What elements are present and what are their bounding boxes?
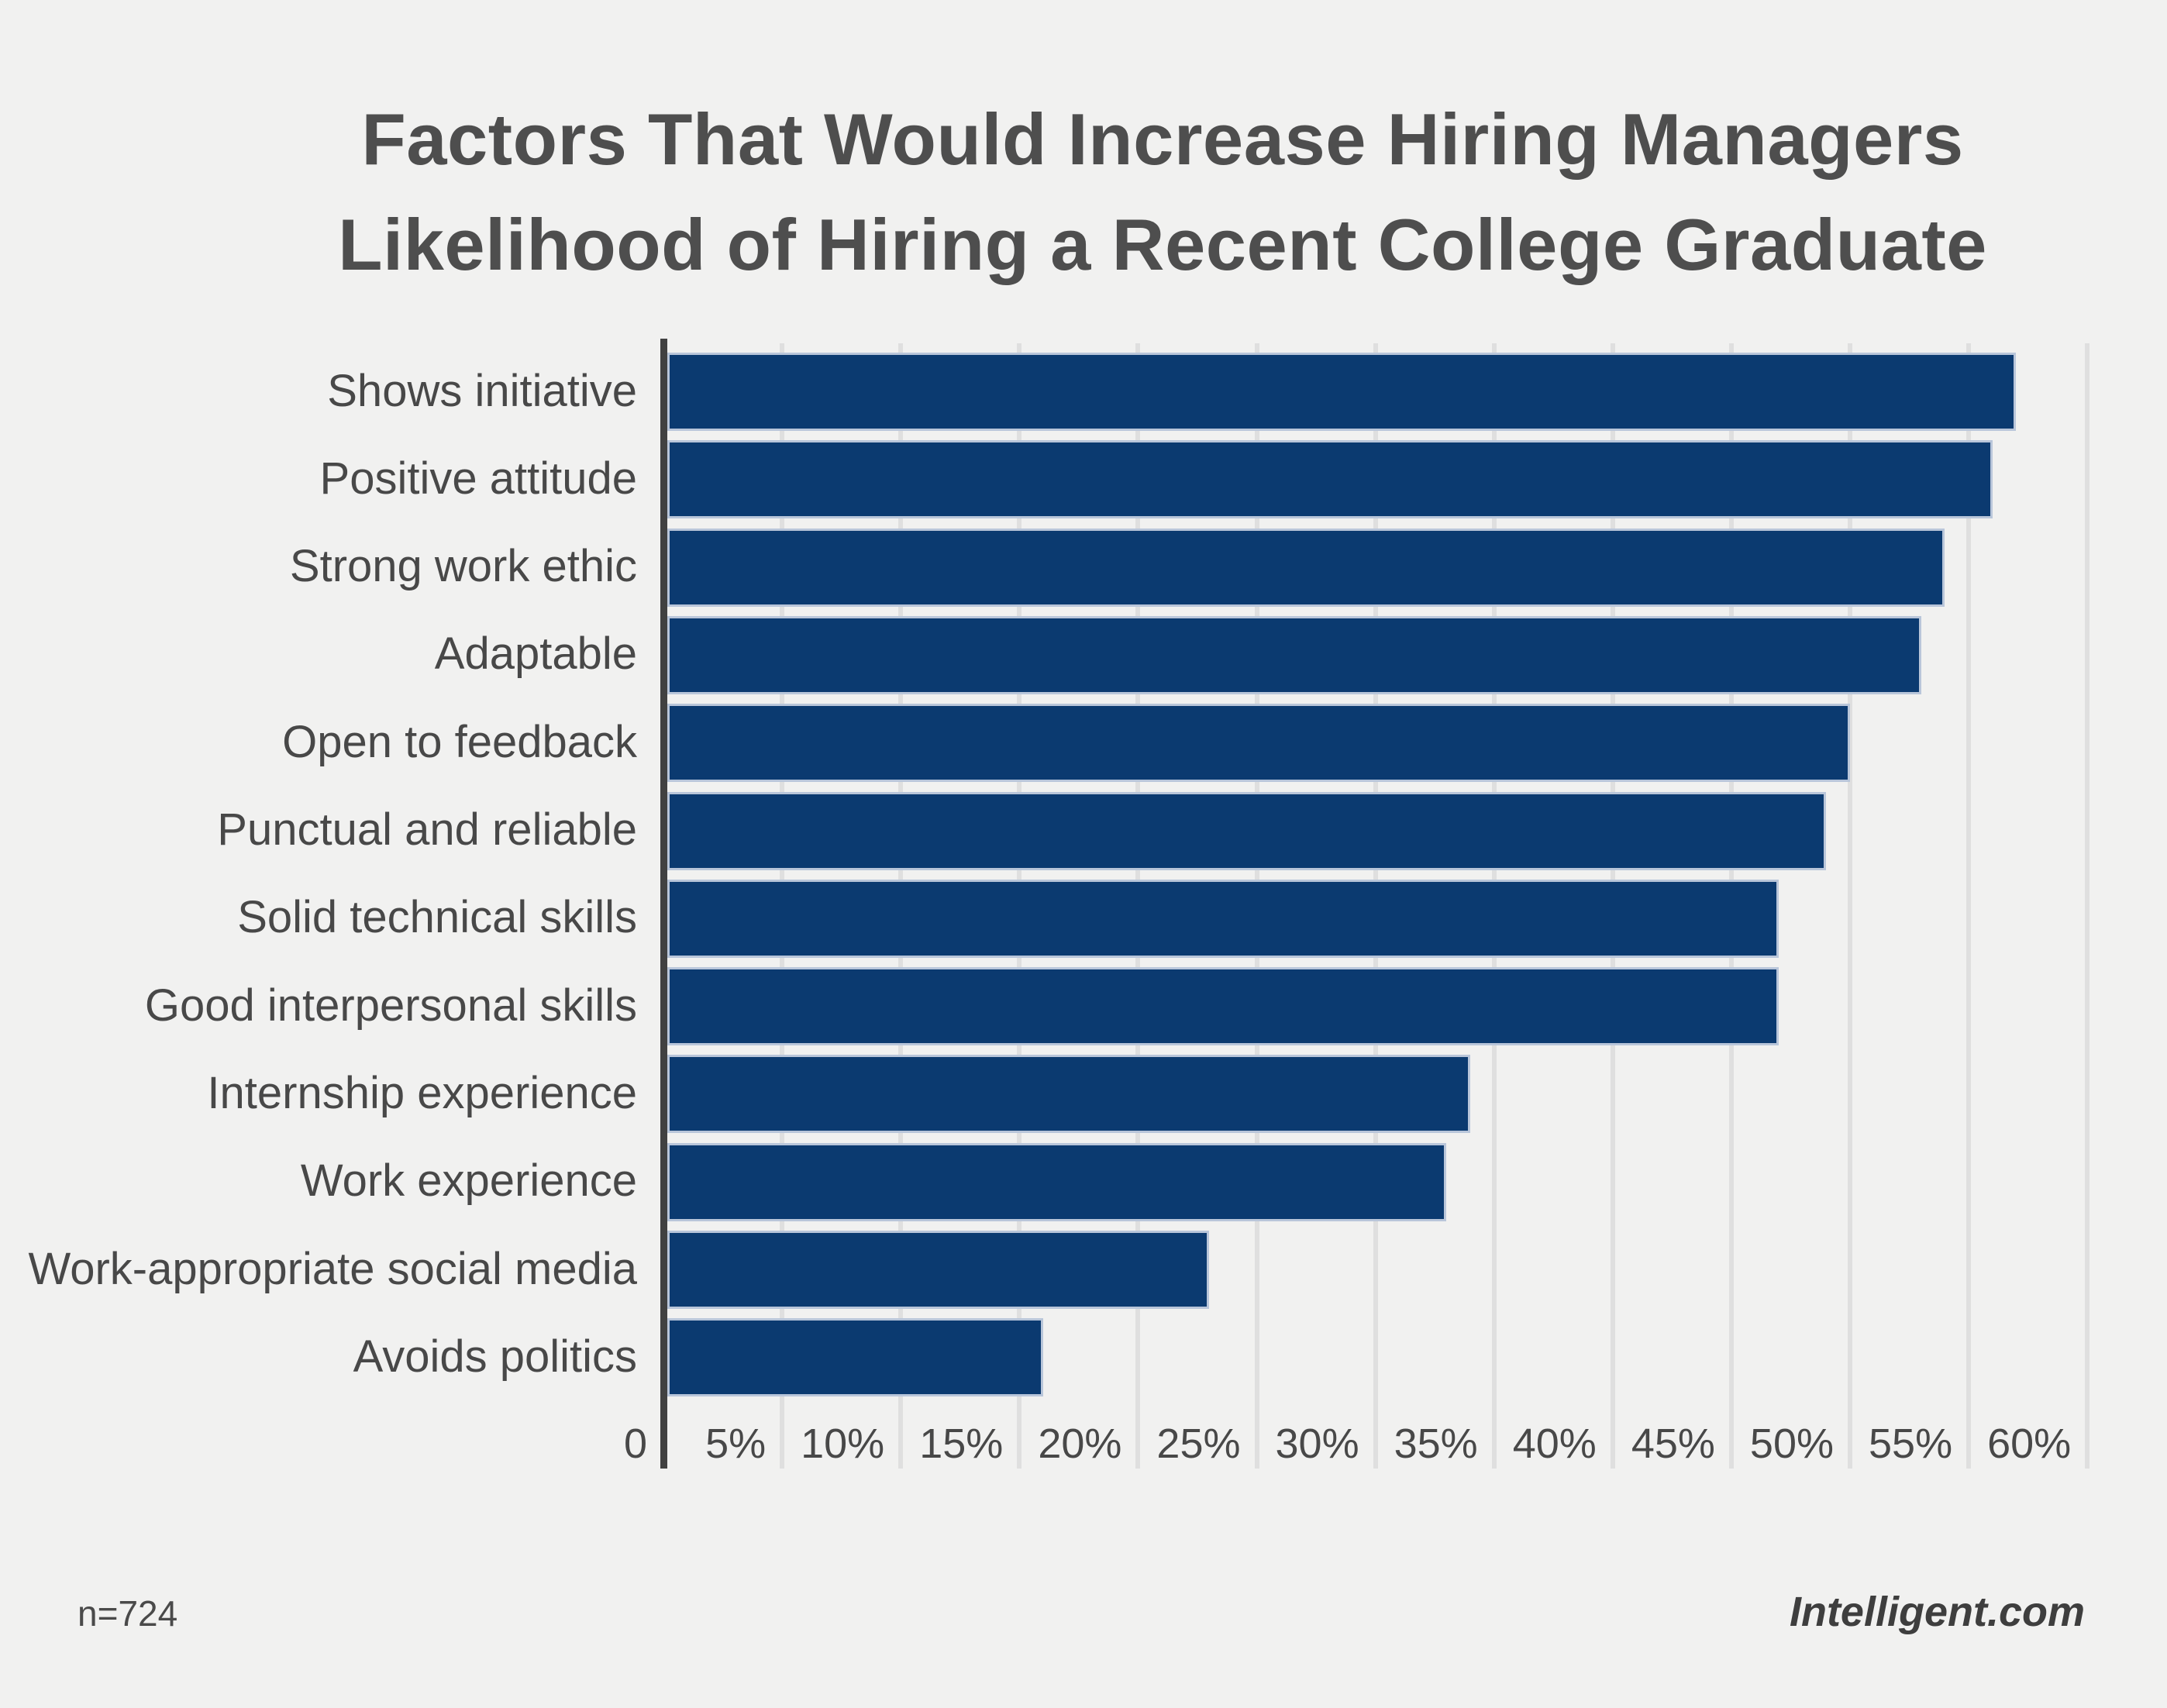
x-tick-5pct: 5% (705, 1420, 767, 1467)
category-label-work-appropriate-social-media: Work-appropriate social media (28, 1243, 638, 1294)
category-label-open-to-feedback: Open to feedback (282, 716, 637, 767)
category-label-shows-initiative: Shows initiative (327, 365, 637, 416)
bar-solid-technical-skills (667, 879, 1779, 958)
bar-adaptable (667, 615, 1921, 694)
category-label-adaptable: Adaptable (434, 628, 637, 680)
bar-avoids-politics (667, 1318, 1043, 1397)
chart-title-line1: Factors That Would Increase Hiring Manag… (361, 98, 1964, 180)
chart-title: Factors That Would Increase Hiring Manag… (338, 87, 1987, 298)
y-axis-line (660, 339, 667, 1469)
category-label-work-experience: Work experience (300, 1155, 637, 1207)
category-label-good-interpersonal-skills: Good interpersonal skills (144, 980, 637, 1031)
x-tick-25pct: 25% (1156, 1420, 1241, 1467)
bar-positive-attitude (667, 440, 1993, 519)
x-tick-60pct: 60% (1987, 1420, 2072, 1467)
bar-punctual-and-reliable (667, 791, 1827, 870)
x-tick-45pct: 45% (1631, 1420, 1715, 1467)
x-tick-55pct: 55% (1869, 1420, 1953, 1467)
category-label-punctual-and-reliable: Punctual and reliable (217, 804, 637, 856)
bar-strong-work-ethic (667, 528, 1945, 607)
x-tick-10pct: 10% (801, 1420, 885, 1467)
x-tick-40pct: 40% (1512, 1420, 1597, 1467)
x-tick-50pct: 50% (1749, 1420, 1834, 1467)
x-tick-15pct: 15% (919, 1420, 1004, 1467)
chart-title-line2: Likelihood of Hiring a Recent College Gr… (338, 204, 1987, 285)
gridline-55pct (1966, 343, 1972, 1469)
x-tick-0: 0 (623, 1420, 647, 1467)
bar-work-experience (667, 1142, 1447, 1221)
category-label-internship-experience: Internship experience (207, 1068, 637, 1119)
bar-open-to-feedback (667, 704, 1850, 783)
category-label-positive-attitude: Positive attitude (319, 453, 637, 504)
bar-shows-initiative (667, 353, 2017, 431)
category-label-avoids-politics: Avoids politics (353, 1331, 637, 1382)
bar-internship-experience (667, 1055, 1471, 1134)
bar-good-interpersonal-skills (667, 967, 1779, 1046)
gridline-60pct (2085, 343, 2090, 1469)
x-tick-20pct: 20% (1038, 1420, 1122, 1467)
category-label-strong-work-ethic: Strong work ethic (289, 541, 637, 592)
x-tick-30pct: 30% (1275, 1420, 1359, 1467)
x-tick-35pct: 35% (1394, 1420, 1478, 1467)
gridline-50pct (1848, 343, 1852, 1469)
source-label: Intelligent.com (1789, 1589, 2085, 1635)
category-label-solid-technical-skills: Solid technical skills (237, 892, 637, 943)
bar-work-appropriate-social-media (667, 1231, 1210, 1309)
sample-size-label: n=724 (78, 1593, 178, 1634)
